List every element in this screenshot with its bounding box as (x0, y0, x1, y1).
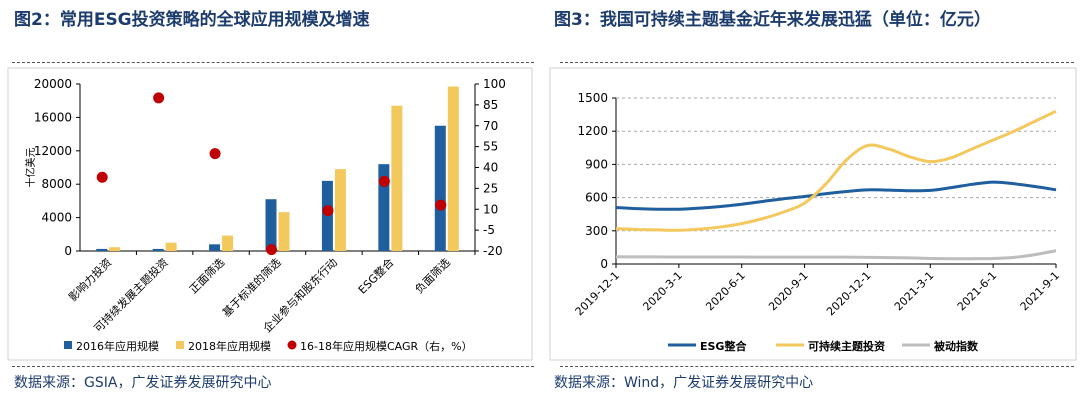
cagr-dot (322, 205, 334, 217)
legend-label: 被动指数 (934, 339, 979, 353)
y-tick-label: 16000 (34, 110, 72, 124)
legend-swatch (176, 341, 184, 349)
bar-2018 (278, 212, 290, 251)
line-passive-index (615, 249, 1057, 261)
x-tick-label: 2020-6-1 (703, 269, 748, 314)
cagr-dot (96, 171, 108, 183)
bar-2016 (378, 164, 390, 251)
y2-tick-label: -5 (483, 223, 495, 237)
bar-2018 (109, 247, 121, 251)
y-tick-label: 900 (585, 157, 608, 171)
plot-frame (549, 67, 1077, 361)
plot-frame (7, 67, 533, 361)
y-tick-label: 1200 (577, 124, 608, 138)
cagr-dot (378, 175, 390, 187)
legend-label: 可持续主题投资 (808, 339, 885, 353)
legend-swatch (287, 340, 297, 350)
x-tick-label: ESG整合 (355, 255, 396, 296)
x-tick-label: 正面筛选 (186, 255, 227, 296)
bar-2016 (265, 199, 277, 251)
y2-tick-label: -20 (483, 244, 503, 258)
left-title-rule (12, 62, 534, 63)
x-tick-label: 负面筛选 (412, 255, 453, 296)
bar-2018 (165, 242, 177, 251)
x-tick-label: 基于标准的筛选 (219, 255, 283, 319)
y-axis-label: 十亿美元 (24, 148, 37, 188)
y-tick-label: 300 (585, 224, 608, 238)
x-tick-label: 2019-12-1 (573, 269, 622, 318)
y-tick-label: 1500 (577, 91, 608, 105)
left-bottom-rule (12, 366, 534, 367)
right-title-rule (560, 62, 1074, 63)
left-chart: 0 4000 8000 12000 16000 20000 -20 -5 10 25 40 55 70 8… (7, 67, 533, 361)
y-tick-label: 8000 (41, 177, 72, 191)
legend-label: 2016年应用规模 (76, 339, 159, 353)
bar-2016 (434, 125, 446, 251)
line-esg-integration (615, 180, 1057, 211)
bar-2016 (209, 244, 221, 251)
y2-tick-label: 70 (483, 119, 498, 133)
x-tick-label: 2021-3-1 (892, 269, 937, 314)
left-source: 数据来源：GSIA，广发证券发展研究中心 (14, 375, 272, 391)
bar-2018 (447, 86, 459, 251)
bar-2018 (222, 235, 234, 251)
right-chart-title: 图3：我国可持续主题基金近年来发展迅猛（单位：亿元） (554, 10, 991, 30)
cagr-dot (209, 148, 221, 160)
cagr-dot (266, 244, 277, 256)
y-tick-label: 600 (585, 191, 608, 205)
x-tick-label: 2020-12-1 (824, 269, 873, 318)
right-panel: 图3：我国可持续主题基金近年来发展迅猛（单位：亿元） 0 300 600 900 120… (548, 0, 1080, 401)
x-tick-label: 2020-3-1 (640, 269, 685, 314)
bar-2016 (152, 248, 164, 251)
y2-tick-label: 55 (483, 140, 498, 154)
left-panel: 图2：常用ESG投资策略的全球应用规模及增速 0 4000 8000 12000 160… (7, 10, 534, 391)
legend-label: 16-18年应用规模CAGR（右，%） (300, 339, 473, 353)
legend-label: 2018年应用规模 (188, 339, 271, 353)
line-sustainable-theme (615, 109, 1057, 232)
y-tick-label: 20000 (34, 77, 72, 91)
bar-2016 (96, 248, 108, 251)
cagr-dot (153, 92, 165, 104)
right-bottom-rule (560, 366, 1074, 367)
y2-tick-label: 40 (483, 161, 498, 175)
y-tick-label: 0 (600, 257, 608, 271)
legend-swatch (64, 341, 72, 349)
y-tick-label: 0 (64, 244, 72, 258)
right-chart: 0 300 600 900 1200 1500 2019-12-1 2020-3-1 2020-… (549, 67, 1077, 361)
right-source: 数据来源：Wind，广发证券发展研究中心 (554, 375, 814, 391)
y2-tick-label: 10 (483, 202, 498, 216)
bar-2018 (391, 105, 403, 252)
x-tick-label: 2021-6-1 (955, 269, 1000, 314)
bar-2018 (334, 169, 346, 251)
y-tick-label: 12000 (34, 144, 72, 158)
legend-label: ESG整合 (700, 339, 747, 353)
cagr-dot (435, 199, 447, 211)
x-tick-label: 影响力投资 (66, 255, 115, 304)
y2-tick-label: 25 (483, 181, 498, 195)
x-tick-label: 2021-9-1 (1018, 269, 1063, 314)
y-tick-label: 4000 (41, 211, 72, 225)
y2-tick-label: 85 (483, 98, 498, 112)
x-tick-label: 2020-9-1 (766, 269, 811, 314)
left-chart-title: 图2：常用ESG投资策略的全球应用规模及增速 (14, 10, 370, 30)
y2-tick-label: 100 (483, 77, 506, 91)
